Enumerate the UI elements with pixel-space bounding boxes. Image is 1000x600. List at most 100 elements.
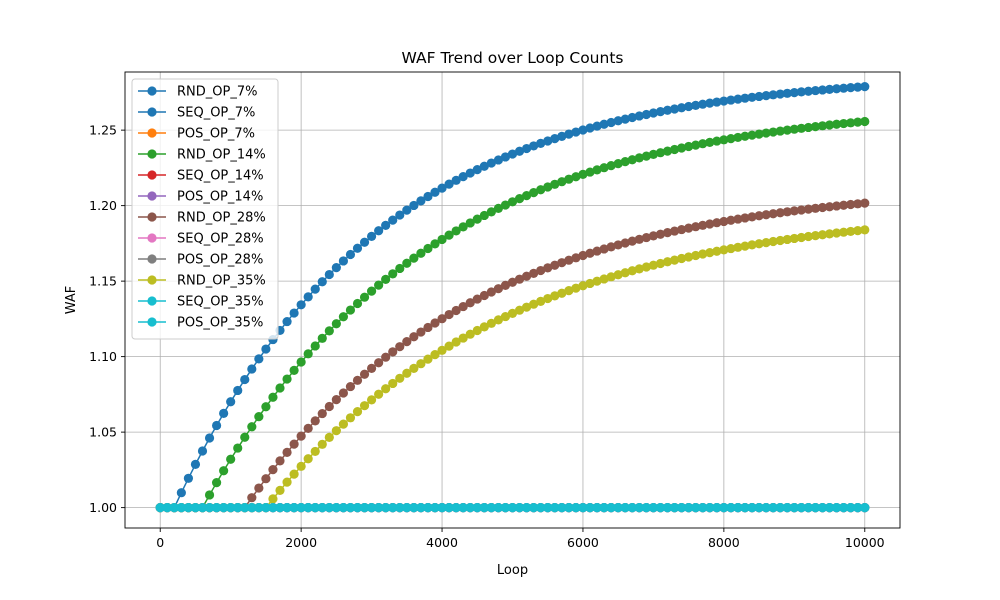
data-point [317, 333, 327, 343]
data-point [550, 503, 560, 513]
legend-label: RND_OP_14% [177, 148, 266, 163]
data-point [211, 503, 222, 513]
data-point [331, 319, 341, 329]
data-point [768, 90, 778, 100]
data-point [662, 503, 673, 513]
data-point [768, 209, 778, 219]
data-point [803, 231, 814, 242]
data-point [592, 276, 602, 286]
data-point [747, 130, 757, 140]
data-point [317, 408, 327, 419]
data-point [733, 132, 743, 143]
data-point [789, 87, 799, 98]
data-point [775, 235, 785, 246]
data-point [853, 117, 863, 127]
data-point [712, 503, 722, 513]
data-point [733, 214, 743, 224]
data-point [303, 454, 313, 464]
data-point [754, 239, 764, 249]
data-point [578, 125, 588, 135]
data-point [310, 503, 320, 513]
data-point [592, 246, 602, 256]
data-point [437, 503, 447, 513]
data-point [557, 177, 567, 187]
data-point [183, 473, 194, 483]
data-point [782, 503, 792, 513]
data-point [352, 503, 363, 513]
data-point [599, 503, 609, 513]
data-point [219, 408, 229, 418]
data-point [345, 413, 356, 423]
data-point [571, 172, 581, 182]
axes: 0 2000 4000 6000 8000 10000 1.00 1.05 1.10 1.15 1.… [89, 71, 901, 550]
data-point [543, 182, 553, 192]
data-point [381, 220, 391, 230]
legend-label: SEQ_OP_35% [177, 295, 264, 310]
data-point [705, 503, 715, 513]
legend-marker [147, 317, 157, 327]
data-point [409, 363, 419, 374]
data-point [409, 503, 419, 513]
legend-label: SEQ_OP_7% [177, 106, 255, 121]
data-point [782, 125, 792, 135]
data-point [458, 301, 468, 312]
legend-label: RND_OP_7% [177, 85, 257, 100]
data-point [240, 503, 250, 513]
data-point [585, 278, 595, 289]
data-point [381, 384, 391, 394]
data-point [599, 163, 609, 173]
legend-marker [147, 296, 157, 306]
data-point [359, 237, 370, 247]
data-point [374, 280, 384, 290]
data-point [486, 503, 496, 513]
data-point [669, 255, 680, 265]
chart-title: WAF Trend over Loop Counts [402, 49, 624, 67]
data-point [705, 137, 715, 147]
data-point [662, 257, 673, 267]
data-point [254, 503, 264, 513]
data-point [486, 207, 496, 217]
data-point [719, 96, 729, 106]
data-point [261, 402, 271, 412]
data-point [613, 240, 623, 250]
data-point [190, 503, 201, 513]
data-point [698, 139, 708, 149]
series-RND_OP_28% [155, 198, 870, 513]
data-point [691, 503, 701, 513]
data-point [669, 503, 680, 513]
data-point [303, 423, 313, 433]
data-point [782, 234, 792, 245]
data-point [402, 337, 412, 347]
data-point [465, 503, 475, 513]
data-point [479, 290, 489, 301]
data-point [359, 292, 370, 302]
data-point [803, 86, 814, 96]
data-point [846, 503, 856, 513]
data-point [564, 174, 574, 184]
data-point [613, 270, 623, 280]
data-point [352, 407, 363, 417]
data-point [247, 493, 257, 503]
data-point [374, 358, 384, 368]
data-point [606, 117, 616, 128]
data-point [338, 419, 349, 429]
data-point [458, 333, 468, 343]
data-point [669, 104, 680, 114]
legend-entry: SEQ_OP_7% [138, 106, 255, 121]
data-point [761, 503, 771, 513]
legend-marker [147, 149, 157, 159]
data-point [803, 503, 814, 513]
data-point [839, 503, 849, 513]
data-point [712, 97, 722, 107]
data-point [374, 503, 384, 513]
data-point [578, 503, 588, 513]
data-point [620, 238, 630, 248]
data-point [648, 231, 659, 241]
data-point [543, 293, 553, 304]
legend-entry: POS_OP_14% [138, 190, 263, 205]
data-point [423, 503, 433, 513]
data-point [465, 168, 475, 178]
x-tick-label: 0 [156, 535, 164, 550]
data-point [423, 354, 433, 364]
data-point [634, 234, 644, 244]
